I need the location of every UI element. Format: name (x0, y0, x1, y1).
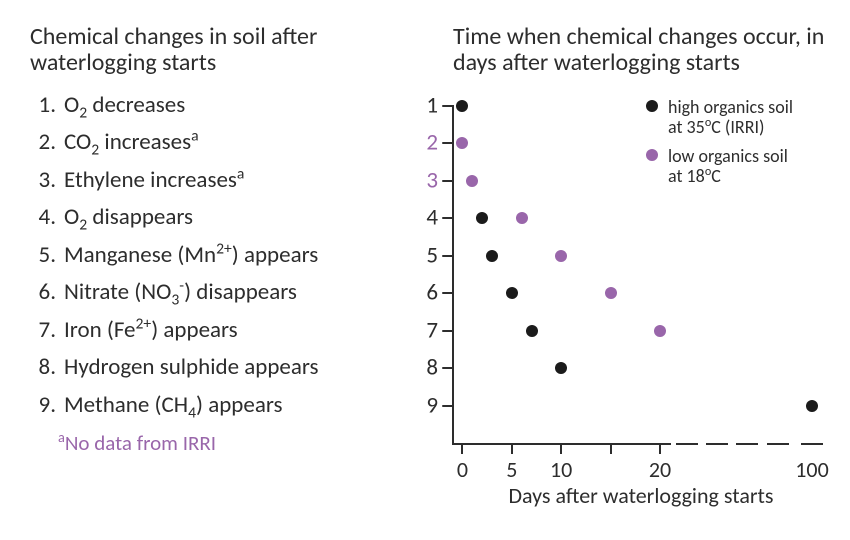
data-point (806, 400, 818, 412)
data-point (654, 325, 666, 337)
data-point (526, 325, 538, 337)
x-axis-line-right (801, 443, 824, 445)
list-item-number: 3. (30, 169, 60, 192)
data-point (555, 362, 567, 374)
data-point (456, 137, 468, 149)
x-axis-label: Days after waterlogging starts (451, 482, 831, 509)
data-point (555, 250, 567, 262)
list-item-number: 7. (30, 319, 60, 342)
list-item-number: 9. (30, 394, 60, 417)
list-item-label: Nitrate (NO3-) disappears (60, 281, 297, 304)
content-row: 1.O2 decreases2.CO2 increasesa3.Ethylene… (30, 88, 828, 498)
y-axis-spine (452, 105, 454, 444)
timeline-chart: 123456789051020100Days after waterloggin… (416, 88, 828, 498)
x-tick-mark (511, 444, 513, 454)
list-item-number: 2. (30, 131, 60, 154)
y-tick-label: 5 (416, 244, 438, 267)
y-tick-label: 4 (416, 207, 438, 230)
list-item: 1.O2 decreases (30, 94, 410, 132)
data-point (456, 100, 468, 112)
axis-break-dash (706, 443, 728, 445)
legend-dot-icon (646, 149, 658, 161)
titles-row: Chemical changes in soil after waterlogg… (30, 24, 828, 88)
list-item: 8.Hydrogen sulphide appears (30, 356, 410, 394)
data-point (476, 212, 488, 224)
y-tick-label: 3 (416, 169, 438, 192)
list-item-label: Hydrogen sulphide appears (60, 356, 319, 379)
legend-label: high organics soilat 35oC (IRRI) (668, 98, 793, 138)
y-tick-label: 2 (416, 132, 438, 155)
x-tick-label: 10 (550, 456, 572, 483)
x-tick-mark (610, 444, 612, 454)
y-tick-label: 6 (416, 282, 438, 305)
list-item: 9.Methane (CH4) appears (30, 394, 410, 432)
y-tick-label: 7 (416, 319, 438, 342)
list-item-label: Manganese (Mn2+) appears (60, 244, 318, 267)
data-point (506, 287, 518, 299)
legend-dot-icon (646, 100, 658, 112)
title-left: Chemical changes in soil after waterlogg… (30, 24, 405, 76)
list-item: 6.Nitrate (NO3-) disappears (30, 281, 410, 319)
list-item-label: Methane (CH4) appears (60, 394, 282, 417)
data-point (605, 287, 617, 299)
y-tick-label: 9 (416, 394, 438, 417)
legend-item: high organics soilat 35oC (IRRI) (646, 98, 793, 138)
x-tick-label: 0 (457, 456, 468, 483)
y-tick-label: 8 (416, 357, 438, 380)
list-item-label: O2 decreases (60, 94, 185, 117)
page-root: Chemical changes in soil after waterlogg… (0, 0, 850, 540)
axis-break-dash (736, 443, 758, 445)
x-tick-label: 100 (795, 456, 828, 483)
x-tick-mark (461, 444, 463, 454)
axis-break-dash (767, 443, 789, 445)
changes-list: 1.O2 decreases2.CO2 increasesa3.Ethylene… (30, 88, 410, 498)
x-tick-mark (659, 444, 661, 454)
y-tick-label: 1 (416, 94, 438, 117)
title-right: Time when chemical changes occur, in day… (413, 24, 828, 76)
footnote: aNo data from IRRI (30, 431, 410, 454)
axis-break-dash (676, 443, 698, 445)
list-item-label: Iron (Fe2+) appears (60, 319, 238, 342)
list-item-label: Ethylene increasesa (60, 169, 244, 192)
legend: high organics soilat 35oC (IRRI) low orga… (646, 98, 793, 197)
list-item: 3.Ethylene increasesa (30, 169, 410, 207)
list-item: 7.Iron (Fe2+) appears (30, 319, 410, 357)
x-tick-label: 5 (506, 456, 517, 483)
x-tick-label: 20 (649, 456, 671, 483)
list-item-number: 1. (30, 94, 60, 117)
list-item: 2.CO2 increasesa (30, 131, 410, 169)
legend-label: low organics soilat 18oC (668, 147, 788, 187)
list-item-number: 6. (30, 281, 60, 304)
list-item-number: 5. (30, 244, 60, 267)
legend-item: low organics soilat 18oC (646, 147, 793, 187)
list-item: 5.Manganese (Mn2+) appears (30, 244, 410, 282)
list-item-number: 4. (30, 206, 60, 229)
x-tick-mark (560, 444, 562, 454)
list-item-number: 8. (30, 356, 60, 379)
list-item-label: CO2 increasesa (60, 131, 199, 154)
data-point (516, 212, 528, 224)
list-item-label: O2 disappears (60, 206, 193, 229)
data-point (486, 250, 498, 262)
data-point (466, 175, 478, 187)
